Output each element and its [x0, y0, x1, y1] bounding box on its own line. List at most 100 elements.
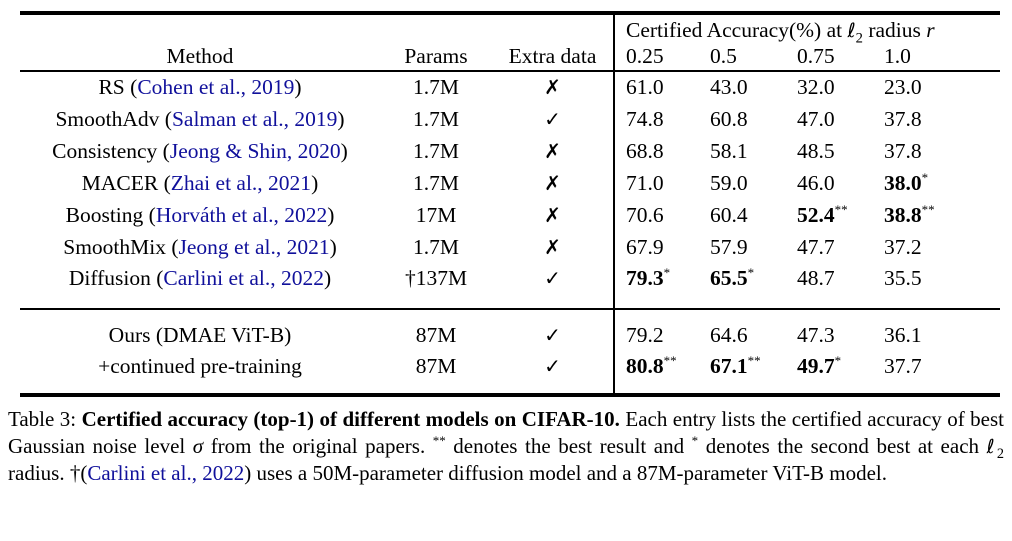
accuracy-cell: 59.0 — [710, 170, 748, 195]
accuracy-cell: 37.7 — [884, 353, 922, 378]
citation-link[interactable]: Cohen et al., 2019 — [137, 75, 295, 99]
accuracy-cell: 46.0 — [797, 170, 835, 195]
accuracy-cell-best: 79.3* — [613, 263, 710, 309]
cross-icon: ✗ — [544, 170, 561, 195]
rank-marker: * — [834, 352, 842, 368]
method-suffix: ) — [327, 202, 335, 227]
method-cell: Ours (DMAE ViT-B) — [20, 309, 380, 351]
check-icon: ✓ — [544, 266, 561, 290]
caption-text: ) uses a 50M-parameter diffusion model a… — [244, 461, 887, 485]
method-cell: Consistency (Jeong & Shin, 2020) — [20, 135, 380, 167]
extra-data-cell: ✗ — [492, 199, 614, 231]
ell2-subscript: 2 — [996, 446, 1004, 463]
cross-icon: ✗ — [544, 138, 561, 163]
cross-icon: ✗ — [544, 202, 561, 227]
caption-text: denotes the second best at each — [698, 434, 987, 458]
method-name: Ours (DMAE ViT-B) — [108, 323, 292, 347]
extra-data-cell: ✓ — [492, 103, 614, 135]
citation-link[interactable]: Carlini et al., 2022 — [87, 461, 245, 485]
citation-link[interactable]: Zhai et al., 2021 — [170, 170, 312, 195]
method-suffix: ) — [329, 234, 337, 259]
group-header-certified-accuracy: Certified Accuracy(%) at ℓ2 radius r — [613, 13, 1000, 43]
method-cell: SmoothMix (Jeong et al., 2021) — [20, 231, 380, 263]
accuracy-cell: 60.4 — [710, 202, 748, 227]
caption-text: Each entry lists the certified accuracy … — [8, 407, 1005, 458]
method-suffix: ) — [337, 106, 345, 131]
method-cell: RS (Cohen et al., 2019) — [20, 71, 380, 103]
accuracy-cell: 74.8 — [613, 103, 710, 135]
params-cell: 1.7M — [413, 138, 459, 163]
table-row: Boosting (Horváth et al., 2022) 17M ✗ 70… — [20, 199, 1000, 231]
accuracy-cell-best: 80.8** — [613, 351, 710, 395]
citation-link[interactable]: Salman et al., 2019 — [171, 106, 338, 131]
accuracy-cell: 32.0 — [797, 75, 835, 99]
check-icon: ✓ — [544, 106, 561, 131]
params-cell: 1.7M — [413, 75, 459, 99]
rank-marker: * — [921, 169, 929, 185]
params-cell: 1.7M — [413, 170, 459, 195]
rank-marker: ** — [747, 352, 761, 368]
method-suffix: ) — [340, 138, 348, 163]
best-marker-legend: ** — [432, 433, 446, 448]
method-suffix: ) — [324, 266, 332, 290]
method-name: RS ( — [98, 75, 138, 99]
citation-link[interactable]: Horváth et al., 2022 — [155, 202, 328, 227]
caption-text: denotes the best result and — [445, 434, 692, 458]
accuracy-cell: 79.2 — [613, 309, 710, 351]
table-row: Consistency (Jeong & Shin, 2020) 1.7M ✗ … — [20, 135, 1000, 167]
second-best-marker-legend: * — [691, 433, 699, 448]
rank-marker: ** — [663, 352, 677, 368]
method-cell: Diffusion (Carlini et al., 2022) — [20, 263, 380, 309]
method-suffix: ) — [311, 170, 319, 195]
accuracy-cell: 35.5 — [884, 266, 922, 290]
accuracy-cell-best: 38.8** — [884, 201, 935, 227]
col-header-radius-05: 0.5 — [710, 44, 737, 68]
check-icon: ✓ — [544, 323, 561, 347]
group-header-text: Certified Accuracy(%) at — [626, 18, 848, 42]
extra-data-cell: ✗ — [492, 167, 614, 199]
accuracy-cell: 71.0 — [613, 167, 710, 199]
method-name: Boosting ( — [65, 202, 156, 227]
caption-label: Table 3: — [8, 407, 82, 431]
extra-data-cell: ✗ — [492, 135, 614, 167]
ell2-subscript: 2 — [855, 30, 863, 43]
table-caption: Table 3: Certified accuracy (top-1) of d… — [8, 406, 1004, 487]
citation-link[interactable]: Carlini et al., 2022 — [163, 266, 324, 290]
rank-marker: * — [747, 264, 755, 280]
extra-data-cell: ✗ — [492, 71, 614, 103]
cross-icon: ✗ — [544, 234, 561, 259]
method-name: Consistency ( — [52, 138, 170, 163]
method-name: MACER ( — [81, 170, 171, 195]
rank-marker: ** — [834, 201, 848, 217]
accuracy-cell: 70.6 — [613, 199, 710, 231]
params-cell: 1.7M — [413, 106, 459, 131]
accuracy-cell: 57.9 — [710, 234, 748, 259]
accuracy-cell: 36.1 — [884, 323, 922, 347]
col-header-method: Method — [166, 44, 234, 68]
col-header-radius-075: 0.75 — [797, 44, 835, 68]
cross-icon: ✗ — [544, 75, 561, 99]
accuracy-cell: 43.0 — [710, 75, 748, 99]
params-cell: †137M — [404, 266, 468, 290]
method-cell: SmoothAdv (Salman et al., 2019) — [20, 103, 380, 135]
accuracy-cell-best: 49.7* — [797, 352, 842, 378]
params-cell: 87M — [415, 323, 457, 347]
params-cell: 87M — [415, 353, 457, 378]
accuracy-cell: 47.0 — [797, 106, 835, 131]
extra-data-cell: ✗ — [492, 231, 614, 263]
table-row: SmoothMix (Jeong et al., 2021) 1.7M ✗ 67… — [20, 231, 1000, 263]
rank-marker: ** — [921, 201, 935, 217]
method-name: SmoothMix ( — [63, 234, 179, 259]
accuracy-cell: 37.8 — [884, 106, 922, 131]
method-cell: +continued pre-training — [20, 351, 380, 395]
table-row: +continued pre-training 87M ✓ 80.8** 67.… — [20, 351, 1000, 395]
table-row: Diffusion (Carlini et al., 2022) †137M ✓… — [20, 263, 1000, 309]
col-header-extra-data: Extra data — [508, 44, 597, 68]
accuracy-cell: 61.0 — [613, 71, 710, 103]
citation-link[interactable]: Jeong et al., 2021 — [178, 234, 330, 259]
accuracy-cell: 48.7 — [797, 266, 835, 290]
citation-link[interactable]: Jeong & Shin, 2020 — [169, 138, 341, 163]
col-header-radius-10: 1.0 — [884, 44, 911, 68]
ours-section: Ours (DMAE ViT-B) 87M ✓ 79.2 64.6 47.3 3… — [20, 309, 1000, 395]
table-row: MACER (Zhai et al., 2021) 1.7M ✗ 71.0 59… — [20, 167, 1000, 199]
